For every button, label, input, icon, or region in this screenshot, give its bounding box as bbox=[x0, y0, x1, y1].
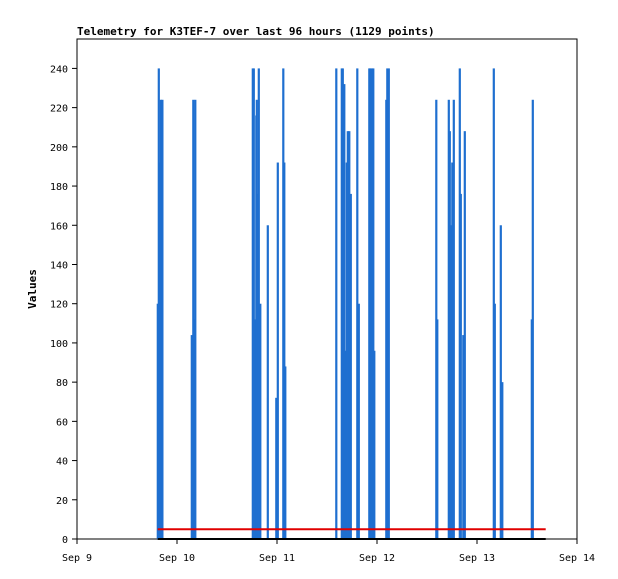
lines-layer bbox=[157, 528, 546, 540]
y-tick-label-80: 80 bbox=[56, 378, 68, 389]
bar-25 bbox=[341, 68, 344, 539]
bar-41 bbox=[387, 68, 390, 539]
bar-15 bbox=[257, 68, 260, 539]
y-tick-label-100: 100 bbox=[50, 339, 68, 350]
y-axis-ticks: 0 20 40 60 80 100 120 140 160 180 200 220 240 bbox=[50, 64, 77, 546]
bar-40 bbox=[386, 68, 389, 539]
bar-19 bbox=[276, 162, 279, 539]
y-tick-label-240: 240 bbox=[50, 64, 68, 75]
bar-56 bbox=[501, 382, 504, 539]
bar-26 bbox=[343, 84, 346, 539]
bar-36 bbox=[370, 68, 373, 539]
y-tick-label-40: 40 bbox=[56, 457, 68, 468]
y-tick-label-140: 140 bbox=[50, 260, 68, 271]
bar-3 bbox=[159, 99, 162, 539]
bar-30 bbox=[348, 131, 351, 539]
y-tick-label-180: 180 bbox=[50, 182, 68, 193]
bar-21 bbox=[283, 162, 286, 539]
bar-50 bbox=[459, 193, 462, 539]
x-tick-label-4: Sep 13 bbox=[459, 553, 495, 564]
bar-32 bbox=[356, 68, 359, 539]
x-tick-label-2: Sep 11 bbox=[259, 553, 295, 564]
x-tick-label-5: Sep 14 bbox=[559, 553, 595, 564]
bar-5 bbox=[190, 335, 193, 539]
x-tick-label-1: Sep 10 bbox=[159, 553, 195, 564]
bar-55 bbox=[499, 225, 502, 539]
bar-17 bbox=[266, 225, 269, 539]
x-tick-label-3: Sep 12 bbox=[359, 553, 395, 564]
bar-33 bbox=[357, 303, 360, 539]
y-tick-label-160: 160 bbox=[50, 221, 68, 232]
y-tick-label-120: 120 bbox=[50, 300, 68, 311]
bar-8 bbox=[194, 99, 197, 539]
bar-18 bbox=[275, 397, 278, 539]
bars-layer bbox=[156, 68, 534, 539]
bar-22 bbox=[284, 366, 287, 539]
y-tick-label-0: 0 bbox=[62, 535, 68, 546]
bar-31 bbox=[349, 193, 352, 539]
bar-4 bbox=[161, 99, 164, 539]
bar-58 bbox=[531, 99, 534, 539]
bar-45 bbox=[448, 131, 451, 539]
bar-48 bbox=[452, 99, 455, 539]
bar-23 bbox=[335, 68, 338, 539]
bar-54 bbox=[493, 303, 496, 539]
y-tick-label-220: 220 bbox=[50, 104, 68, 115]
bar-53 bbox=[492, 68, 495, 539]
bar-43 bbox=[436, 319, 439, 539]
bar-47 bbox=[451, 162, 454, 539]
y-tick-label-60: 60 bbox=[56, 417, 68, 428]
bar-52 bbox=[463, 131, 466, 539]
y-tick-label-200: 200 bbox=[50, 143, 68, 154]
bar-10 bbox=[252, 68, 255, 539]
x-tick-label-0: Sep 9 bbox=[62, 553, 92, 564]
bar-29 bbox=[346, 131, 349, 539]
bar-51 bbox=[462, 335, 465, 539]
y-tick-label-20: 20 bbox=[56, 496, 68, 507]
bar-37 bbox=[372, 68, 375, 539]
x-axis-ticks: Sep 9 Sep 10 Sep 11 Sep 12 Sep 13 Sep 14 bbox=[62, 539, 595, 564]
y-axis-label: Values bbox=[26, 269, 39, 309]
chart-title: Telemetry for K3TEF-7 over last 96 hours… bbox=[77, 25, 435, 38]
bar-16 bbox=[259, 303, 262, 539]
bar-38 bbox=[373, 350, 376, 539]
bar-35 bbox=[369, 68, 372, 539]
